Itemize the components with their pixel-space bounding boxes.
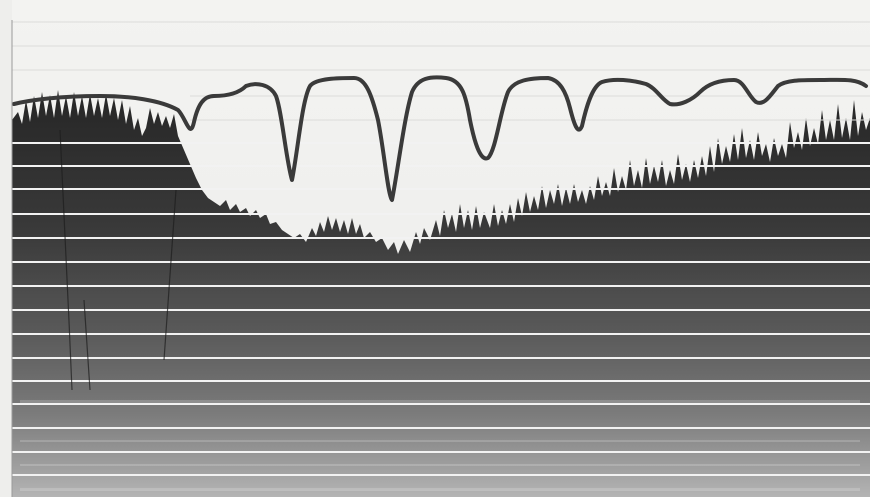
left-margin: [0, 0, 12, 497]
film-grain: [20, 400, 860, 491]
dark-record-mass: [12, 90, 870, 497]
time-marker-lines: [12, 142, 870, 476]
oscillating-trace: [12, 75, 868, 202]
vertical-scratches: [59, 129, 177, 391]
